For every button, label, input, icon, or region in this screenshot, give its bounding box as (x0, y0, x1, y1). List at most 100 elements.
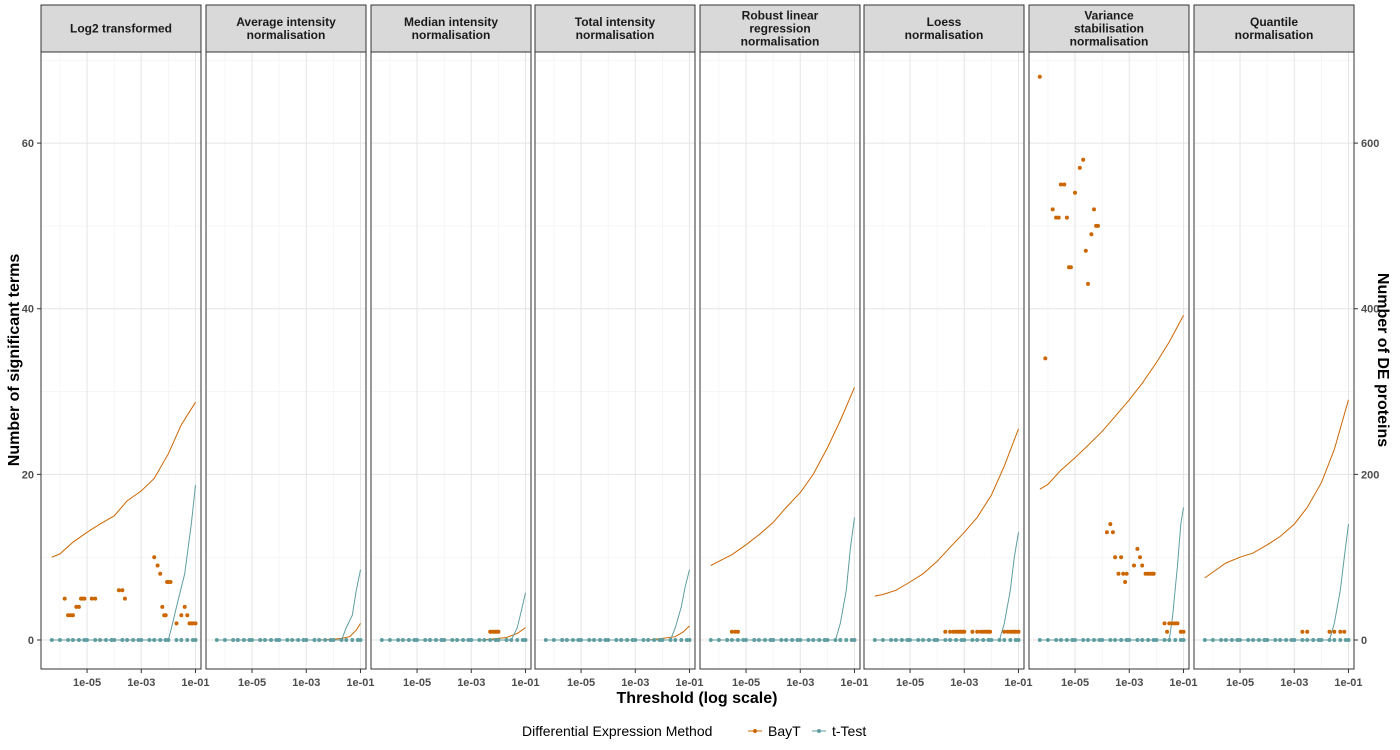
point-ttest (509, 638, 514, 642)
panel-border (370, 51, 532, 670)
point-ttest (757, 638, 761, 642)
point-ttest (943, 638, 948, 642)
point-bayt (1092, 207, 1096, 212)
point-bayt (1119, 555, 1124, 560)
facet-title-line: Robust linear (742, 9, 819, 23)
facet-title-line: regression (749, 22, 810, 36)
point-bayt (160, 604, 165, 609)
point-ttest (880, 638, 885, 642)
point-ttest (379, 638, 384, 642)
point-ttest (716, 638, 721, 642)
point-ttest (679, 638, 684, 642)
x-tick-label: 1e-05 (567, 677, 595, 689)
point-ttest (1100, 638, 1105, 642)
point-bayt (1083, 248, 1088, 253)
panel-background (206, 52, 366, 669)
panel-border (534, 51, 696, 670)
x-tick-label: 1e-03 (127, 677, 155, 689)
point-bayt (1056, 215, 1061, 220)
point-ttest (139, 638, 144, 642)
point-ttest (598, 638, 602, 642)
point-bayt (975, 629, 980, 634)
point-ttest (290, 638, 295, 642)
point-ttest (1246, 638, 1251, 642)
point-bayt (1081, 157, 1086, 162)
point-ttest (771, 638, 776, 642)
point-ttest (1058, 638, 1063, 642)
panel-background (535, 52, 695, 669)
point-bayt (1132, 563, 1136, 568)
point-ttest (1140, 638, 1145, 642)
panel-1: Log2 transformed 1e-05 1e-03 1e-01 (40, 4, 210, 689)
panel-background (371, 52, 531, 669)
point-ttest (158, 638, 163, 642)
point-bayt (1332, 629, 1337, 634)
point-ttest (269, 638, 273, 642)
point-ttest (652, 638, 657, 642)
point-ttest (1181, 638, 1186, 642)
point-ttest (614, 638, 619, 642)
point-ttest (131, 638, 136, 642)
point-bayt (168, 580, 173, 584)
point-ttest (1327, 638, 1332, 642)
point-ttest (174, 638, 179, 642)
point-ttest (1292, 638, 1297, 642)
facet-title-line: Quantile (1250, 15, 1298, 29)
point-ttest (428, 638, 432, 642)
point-ttest (258, 638, 263, 642)
legend-item-ttest: t-Test (812, 723, 866, 739)
point-ttest (98, 638, 102, 642)
point-ttest (1278, 638, 1283, 642)
line-bayt (1204, 399, 1349, 579)
point-ttest (214, 638, 219, 642)
point-bayt (93, 596, 98, 601)
facet-title-line: Total intensity (575, 15, 656, 29)
point-ttest (1135, 638, 1140, 642)
y2-axis-title: Number of DE proteins (1374, 273, 1391, 447)
line-bayt (874, 428, 1019, 597)
point-ttest (1251, 638, 1255, 642)
point-ttest (641, 638, 646, 642)
point-ttest (872, 638, 877, 642)
y-tick-label: 0 (28, 635, 34, 647)
point-bayt (1113, 555, 1118, 560)
point-bayt (1140, 563, 1145, 568)
point-ttest (434, 638, 438, 642)
point-bayt (1123, 580, 1128, 584)
point-ttest (817, 638, 822, 642)
point-bayt (158, 571, 163, 576)
point-ttest (921, 638, 925, 642)
x-tick-label: 1e-01 (1169, 677, 1197, 689)
x-tick-label: 1e-01 (346, 677, 374, 689)
point-ttest (66, 638, 71, 642)
point-bayt (1062, 182, 1067, 187)
x-tick-label: 1e-05 (732, 677, 760, 689)
point-bayt (155, 563, 160, 568)
x-tick-label: 1e-05 (238, 677, 266, 689)
panel-border (40, 51, 202, 670)
point-ttest (358, 638, 363, 642)
point-ttest (496, 638, 501, 642)
point-bayt (1175, 621, 1180, 626)
point-bayt (1121, 571, 1126, 576)
point-ttest (104, 638, 108, 642)
point-ttest (1223, 638, 1228, 642)
point-ttest (798, 638, 803, 642)
facet-title-line: Loess (927, 15, 962, 29)
point-ttest (1037, 638, 1042, 642)
point-ttest (120, 638, 125, 642)
point-ttest (231, 638, 236, 642)
point-ttest (1332, 638, 1337, 642)
x-tick-label: 1e-01 (840, 677, 868, 689)
point-ttest (477, 638, 482, 642)
point-ttest (488, 638, 493, 642)
point-bayt (1002, 629, 1007, 634)
point-ttest (423, 638, 428, 642)
y2-tick-label: 200 (1361, 469, 1379, 481)
point-ttest (1119, 638, 1124, 642)
point-bayt (1073, 190, 1077, 195)
point-ttest (57, 638, 62, 642)
x-tick-label: 1e-01 (511, 677, 539, 689)
